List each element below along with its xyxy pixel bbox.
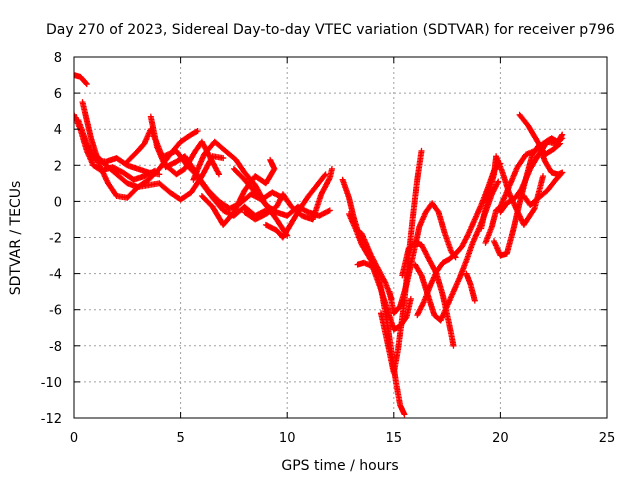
y-tick-label: -12 <box>41 412 62 427</box>
x-tick-label: 15 <box>386 431 403 446</box>
data-track-21 <box>463 270 478 304</box>
data-track-11 <box>241 165 335 223</box>
grid-lines <box>74 57 607 418</box>
x-tick-label: 0 <box>70 431 78 446</box>
data-track-25 <box>497 135 566 216</box>
data-track-17 <box>386 200 459 317</box>
x-axis-label: GPS time / hours <box>281 458 398 474</box>
y-tick-label: 6 <box>54 87 62 102</box>
y-tick-label: 0 <box>54 195 62 210</box>
y-tick-label: -4 <box>49 268 62 283</box>
y-tick-label: 4 <box>54 123 62 138</box>
y-tick-label: -2 <box>49 232 62 247</box>
data-series-sdtvar <box>74 72 566 418</box>
y-tick-label: 8 <box>54 51 62 66</box>
data-track-12 <box>262 171 329 241</box>
data-track-16 <box>378 147 425 376</box>
data-track-9 <box>198 156 278 228</box>
x-tick-label: 5 <box>176 431 184 446</box>
y-axis-label: SDTVAR / TECUs <box>8 181 24 296</box>
data-track-14 <box>346 211 408 418</box>
data-track-26 <box>516 111 564 158</box>
y-tick-label: -6 <box>49 304 62 319</box>
x-tick-label: 25 <box>599 431 616 446</box>
data-track-13 <box>339 176 395 302</box>
y-tick-label: -8 <box>49 340 62 355</box>
chart-title: Day 270 of 2023, Sidereal Day-to-day VTE… <box>46 22 615 38</box>
data-track-0 <box>74 72 90 88</box>
y-tick-label: -10 <box>41 376 62 391</box>
x-tick-label: 10 <box>279 431 296 446</box>
data-track-27 <box>520 169 566 208</box>
y-tick-label: 2 <box>54 159 62 174</box>
x-tick-label: 20 <box>492 431 509 446</box>
axis-ticks: 0 5 10 15 20 25 -12 -10 -8 -6 -4 -2 0 2 4 6 8 <box>41 51 616 446</box>
